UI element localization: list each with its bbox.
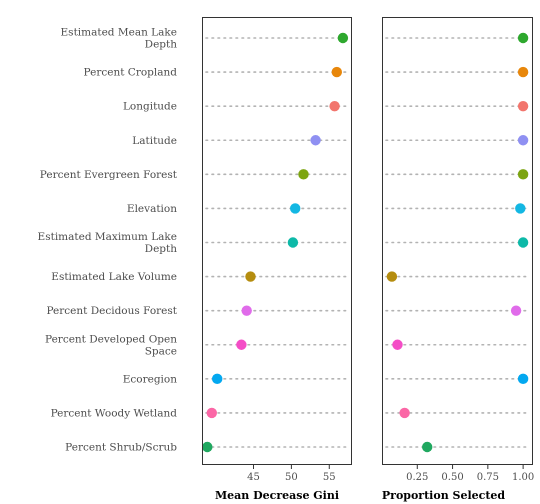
point-percent-woody-wetland xyxy=(399,408,409,418)
point-ecoregion xyxy=(518,374,528,384)
point-percent-evergreen-forest xyxy=(298,169,308,179)
point-percent-cropland xyxy=(332,67,342,77)
panel-frame xyxy=(203,18,352,465)
point-percent-cropland xyxy=(518,67,528,77)
variable-labels: Estimated Mean Lake Depth Percent Cropland… xyxy=(38,27,178,454)
point-longitude xyxy=(329,101,339,111)
point-percent-shrub-scrub xyxy=(422,442,432,452)
tick-label: 55 xyxy=(323,472,336,483)
point-estimated-mean-lake-depth xyxy=(518,33,528,43)
point-estimated-maximum-lake-depth xyxy=(518,237,528,247)
point-percent-developed-open-space xyxy=(392,340,402,350)
proportion-axis-title: Proportion Selected xyxy=(382,489,506,502)
point-estimated-lake-volume xyxy=(245,271,255,281)
point-longitude xyxy=(518,101,528,111)
variable-label-percent-developed-open-space: Percent Developed Open Space xyxy=(45,333,177,357)
point-percent-woody-wetland xyxy=(207,408,217,418)
point-latitude xyxy=(518,135,528,145)
point-ecoregion xyxy=(212,374,222,384)
point-percent-developed-open-space xyxy=(236,340,246,350)
variable-label-latitude: Latitude xyxy=(132,135,177,147)
point-elevation xyxy=(290,203,300,213)
point-percent-decidous-forest xyxy=(242,305,252,315)
gini-panel: 45 50 55 xyxy=(202,18,351,484)
point-estimated-lake-volume xyxy=(387,271,397,281)
point-percent-evergreen-forest xyxy=(518,169,528,179)
proportion-panel: 0.25 0.50 0.75 1.00 xyxy=(383,18,535,484)
panel-frame xyxy=(383,18,533,465)
tick-label: 45 xyxy=(247,472,260,483)
point-estimated-maximum-lake-depth xyxy=(288,237,298,247)
point-percent-shrub-scrub xyxy=(202,442,212,452)
tick-label: 0.50 xyxy=(441,472,463,483)
variable-label-percent-woody-wetland: Percent Woody Wetland xyxy=(51,407,178,419)
point-elevation xyxy=(515,203,525,213)
tick-label: 1.00 xyxy=(512,472,534,483)
variable-label-percent-shrub-scrub: Percent Shrub/Scrub xyxy=(65,442,177,454)
tick-label: 0.75 xyxy=(477,472,499,483)
variable-label-estimated-maximum-lake-depth: Estimated Maximum Lake Depth xyxy=(38,231,178,255)
point-latitude xyxy=(310,135,320,145)
variable-label-estimated-mean-lake-depth: Estimated Mean Lake Depth xyxy=(61,27,178,51)
tick-label: 50 xyxy=(285,472,298,483)
point-estimated-mean-lake-depth xyxy=(338,33,348,43)
variable-label-percent-evergreen-forest: Percent Evergreen Forest xyxy=(40,169,178,181)
gini-axis-title: Mean Decrease Gini xyxy=(215,489,339,502)
variable-label-longitude: Longitude xyxy=(123,101,177,113)
variable-label-estimated-lake-volume: Estimated Lake Volume xyxy=(51,271,177,283)
variable-label-percent-decidous-forest: Percent Decidous Forest xyxy=(46,305,177,317)
tick-label: 0.25 xyxy=(406,472,428,483)
variable-label-ecoregion: Ecoregion xyxy=(123,373,178,385)
variable-label-elevation: Elevation xyxy=(127,203,177,215)
point-percent-decidous-forest xyxy=(511,305,521,315)
variable-label-percent-cropland: Percent Cropland xyxy=(84,67,178,79)
